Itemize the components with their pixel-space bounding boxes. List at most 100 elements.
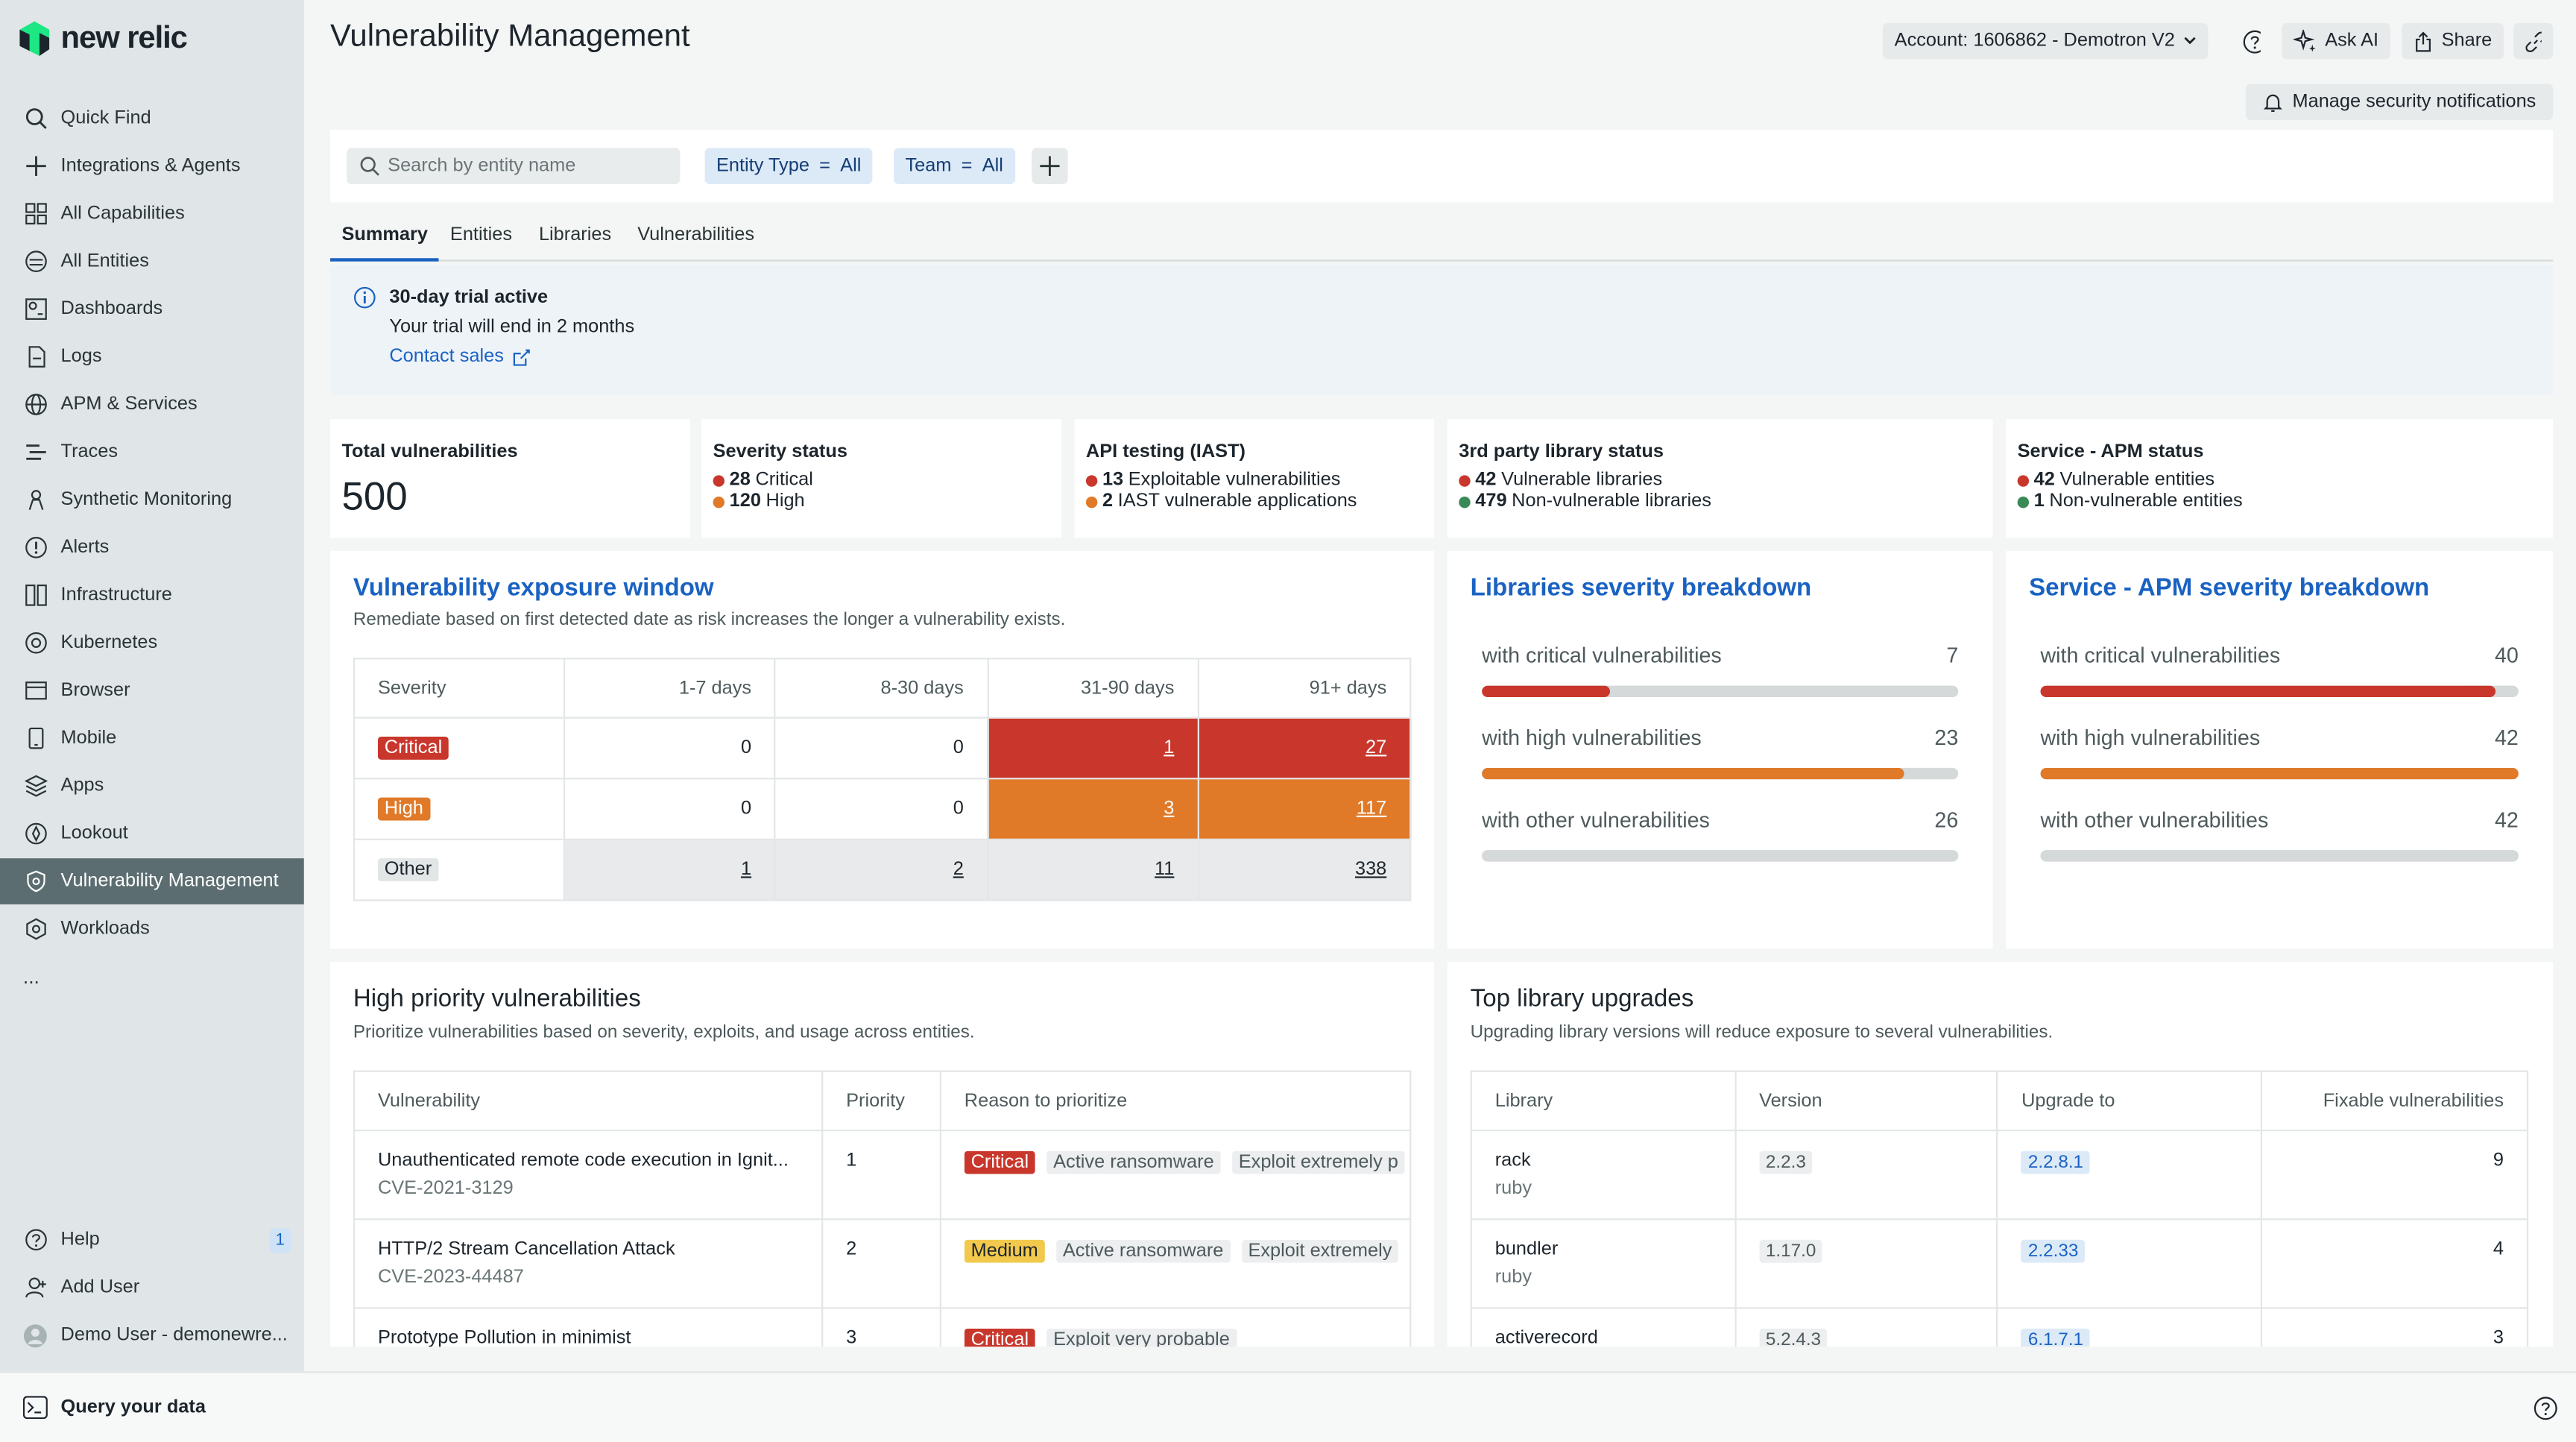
sidebar-item-help[interactable]: Help 1 [0,1217,304,1263]
count-link[interactable]: 338 [1197,838,1412,901]
stat-number: 28 [729,470,751,491]
apm-status-card: Service - APM status 42 Vulnerable entiti… [2006,419,2554,538]
search-field[interactable] [347,148,681,184]
grid-icon [23,201,48,226]
high-priority-panel: High priority vulnerabilities Prioritize… [330,962,1435,1347]
filter-key: Entity Type [716,156,809,176]
help-button[interactable] [2231,23,2272,60]
count-link[interactable]: 27 [1197,717,1412,780]
sidebar-item-apps[interactable]: Apps [0,763,304,809]
sidebar: new relic Quick Find Integrations & Agen… [0,0,304,1372]
manage-security-notifications-button[interactable]: Manage security notifications [2246,84,2554,120]
sidebar-item-mobile[interactable]: Mobile [0,715,304,761]
count-cell: 0 [774,778,988,840]
sidebar-item-add-user[interactable]: Add User [0,1265,304,1311]
ask-ai-button[interactable]: Ask AI [2282,22,2390,60]
vulnerability-name[interactable]: HTTP/2 Stream Cancellation Attack [377,1239,675,1260]
search-icon [23,106,48,130]
upgrade-version-badge: 2.2.33 [2021,1239,2086,1263]
help-icon[interactable] [2534,1396,2558,1420]
sidebar-item-dashboards[interactable]: Dashboards [0,286,304,333]
apm-breakdown-panel: Service - APM severity breakdown with cr… [2006,550,2554,949]
table-row[interactable]: HTTP/2 Stream Cancellation Attack CVE-202… [353,1218,1412,1309]
count-link[interactable]: 117 [1197,778,1412,840]
table-row[interactable]: Prototype Pollution in minimist 3 Critic… [353,1307,1412,1347]
library-name[interactable]: activerecord [1494,1328,1598,1347]
vulnerability-name[interactable]: Unauthenticated remote code execution in… [377,1150,789,1171]
sidebar-item-lookout[interactable]: Lookout [0,810,304,857]
apps-icon [23,774,48,799]
sidebar-item-logs[interactable]: Logs [0,334,304,380]
sidebar-item-label: Mobile [60,728,117,749]
sidebar-more-button[interactable]: ... [0,954,304,1000]
tab-vulnerabilities[interactable]: Vulnerabilities [637,225,755,245]
share-label: Share [2441,31,2493,51]
count-link[interactable]: 1 [564,838,777,901]
breakdown-row: with other vulnerabilities 42 [2040,807,2519,862]
library-name[interactable]: bundler [1494,1239,1559,1260]
stat-label: High [765,491,805,511]
query-bar[interactable]: Query your data [0,1371,2576,1442]
exposure-window-title[interactable]: Vulnerability exposure window [353,573,714,602]
sidebar-item-vulnerability-management[interactable]: Vulnerability Management [0,858,304,904]
sidebar-item-all-capabilities[interactable]: All Capabilities [0,191,304,237]
sidebar-item-alerts[interactable]: Alerts [0,524,304,570]
count-link[interactable]: 3 [986,778,1199,840]
tab-summary[interactable]: Summary [330,225,440,262]
sidebar-item-infrastructure[interactable]: Infrastructure [0,572,304,618]
tab-libraries[interactable]: Libraries [538,225,612,245]
new-relic-logo[interactable]: new relic [16,19,188,59]
add-filter-button[interactable] [1032,148,1068,184]
table-row[interactable]: bundler ruby 1.17.0 2.2.33 4 [1470,1218,2529,1309]
search-input[interactable] [388,156,667,176]
table-row[interactable]: rack ruby 2.2.3 2.2.8.1 9 [1470,1130,2529,1221]
high-dot [1085,495,1098,508]
sidebar-item-workloads[interactable]: Workloads [0,906,304,952]
progress-track [2040,685,2519,698]
help-icon [23,1227,48,1252]
table-row[interactable]: Unauthenticated remote code execution in… [353,1130,1412,1221]
tab-entities[interactable]: Entities [449,225,513,245]
sidebar-item-quick-find[interactable]: Quick Find [0,95,304,142]
count-link[interactable]: 11 [986,838,1199,901]
share-button[interactable]: Share [2402,22,2504,60]
libraries-breakdown-title[interactable]: Libraries severity breakdown [1470,573,1812,602]
sidebar-item-all-entities[interactable]: All Entities [0,239,304,285]
table-row[interactable]: activerecord 5.2.4.3 6.1.7.1 3 [1470,1307,2529,1347]
library-name[interactable]: rack [1494,1150,1531,1171]
count-link[interactable]: 2 [774,838,988,901]
version-badge: 1.17.0 [1759,1239,1823,1263]
priority-value: 2 [821,1218,941,1309]
sidebar-item-browser[interactable]: Browser [0,667,304,714]
account-selector[interactable]: Account: 1606862 - Demotron V2 [1882,22,2209,60]
sidebar-item-label: Demo User - demonewre... [60,1325,288,1345]
sidebar-item-synthetic[interactable]: Synthetic Monitoring [0,477,304,523]
sidebar-item-integrations[interactable]: Integrations & Agents [0,143,304,189]
sidebar-item-kubernetes[interactable]: Kubernetes [0,620,304,666]
copy-link-button[interactable] [2513,22,2554,60]
progress-track [1482,850,1959,862]
apm-breakdown-title[interactable]: Service - APM severity breakdown [2029,573,2430,602]
stat-label: Exploitable vulnerabilities [1128,470,1341,491]
ok-dot [2017,495,2030,508]
sidebar-item-apm[interactable]: APM & Services [0,382,304,428]
breakdown-row: with high vulnerabilities 42 [2040,725,2519,780]
contact-sales-link[interactable]: Contact sales [389,347,530,367]
stat-number: 120 [729,491,761,511]
critical-dot [713,474,725,486]
sidebar-item-traces[interactable]: Traces [0,429,304,476]
vulnerability-name[interactable]: Prototype Pollution in minimist [377,1328,631,1347]
team-filter-chip[interactable]: Team = All [894,148,1015,184]
stat-number: 2 [1102,491,1114,511]
sidebar-item-label: Integrations & Agents [60,156,241,176]
table-header-row: Library Version Upgrade to Fixable vulne… [1470,1070,2529,1132]
entity-type-filter-chip[interactable]: Entity Type = All [704,148,873,184]
breakdown-row: with critical vulnerabilities 40 [2040,643,2519,698]
sidebar-item-user-profile[interactable]: Demo User - demonewre... [0,1312,304,1358]
chevron-down-icon [2184,37,2196,45]
priority-value: 3 [821,1307,941,1347]
critical-dot [1459,474,1471,486]
count-link[interactable]: 1 [986,717,1199,780]
critical-dot [2017,474,2030,486]
total-vulnerabilities-value: 500 [341,475,408,520]
